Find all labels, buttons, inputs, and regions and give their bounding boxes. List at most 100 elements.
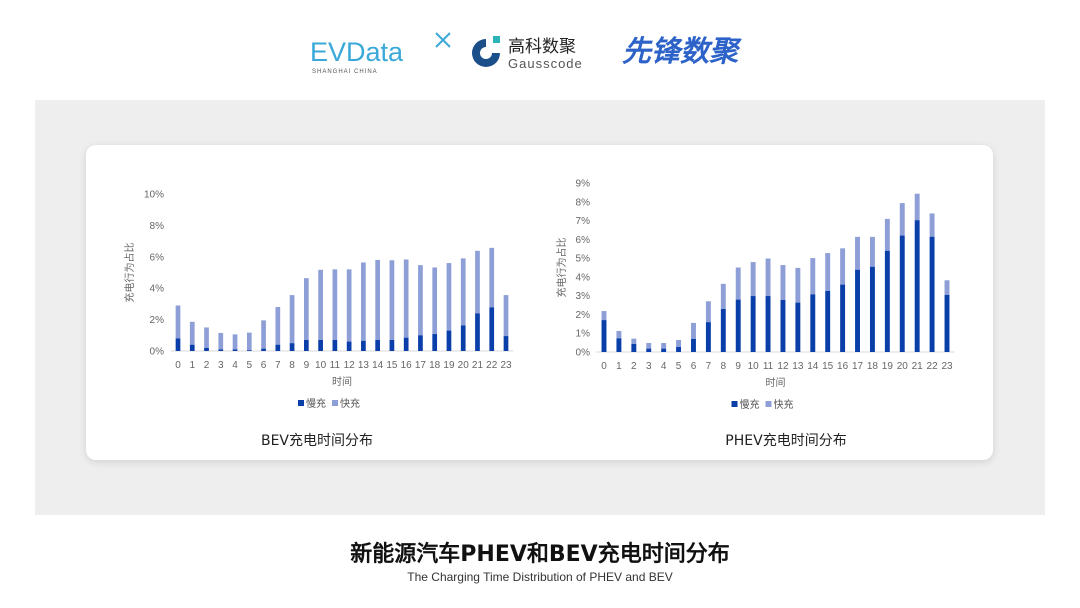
phev-x-tick-label: 8 — [721, 361, 727, 372]
phev-x-tick-label: 15 — [822, 361, 834, 372]
bev-x-tick-label: 15 — [386, 360, 398, 371]
phev-x-tick-label: 13 — [792, 361, 804, 372]
bev-x-tick-label: 19 — [443, 360, 455, 371]
phev-bar-slow — [646, 348, 652, 352]
phev-bar-fast — [855, 236, 860, 270]
phev-bar-fast — [631, 338, 637, 344]
phev-bar-fast — [825, 253, 831, 291]
bev-bar-fast — [303, 278, 309, 341]
phev-bar-slow — [750, 296, 756, 352]
bev-bar-fast — [503, 295, 509, 337]
bev-bar-slow — [232, 349, 238, 351]
bev-bar-fast — [475, 250, 480, 314]
bev-x-tick-label: 4 — [232, 360, 238, 371]
bev-bar-slow — [346, 341, 352, 351]
phev-x-tick-label: 16 — [837, 361, 849, 372]
phev-y-tick-label: 6% — [576, 235, 591, 246]
phev-bar-slow — [899, 235, 905, 352]
bev-bar-slow — [246, 350, 252, 351]
phev-x-tick-label: 18 — [867, 361, 879, 372]
bev-x-tick-label: 20 — [458, 360, 470, 371]
phev-bar-fast — [780, 265, 786, 300]
phev-bar-fast — [616, 330, 622, 339]
bev-x-tick-label: 8 — [289, 360, 295, 371]
phev-bar-slow — [780, 299, 786, 352]
phev-y-tick-label: 5% — [576, 254, 591, 265]
bev-bar-slow — [289, 343, 295, 351]
bev-bar-fast — [189, 321, 195, 345]
phev-y-tick-label: 3% — [576, 291, 591, 302]
phev-x-tick-label: 9 — [735, 361, 741, 372]
bev-bar-fast — [361, 262, 366, 341]
bev-bar-slow — [418, 335, 423, 351]
bev-bar-fast — [432, 267, 438, 335]
phev-x-tick-label: 1 — [616, 361, 622, 372]
phev-x-tick-label: 3 — [646, 361, 652, 372]
bev-bar-slow — [361, 340, 366, 351]
phev-bar-slow — [616, 338, 622, 352]
bev-y-tick-label: 10% — [144, 190, 164, 201]
phev-bar-fast — [810, 258, 816, 295]
phev-bar-fast — [705, 301, 711, 323]
phev-bar-fast — [765, 258, 771, 297]
phev-bar-slow — [631, 343, 637, 352]
bev-x-tick-label: 23 — [500, 360, 512, 371]
phev-bar-fast — [884, 218, 890, 251]
bev-bar-slow — [389, 340, 395, 351]
phev-bar-slow — [929, 236, 935, 352]
bev-x-tick-label: 2 — [204, 360, 210, 371]
bev-legend-swatch-fast — [332, 400, 338, 406]
phev-x-tick-label: 19 — [882, 361, 894, 372]
bev-x-tick-label: 13 — [358, 360, 370, 371]
phev-bar-fast — [646, 342, 652, 349]
svg-text:高科数聚: 高科数聚 — [508, 37, 576, 56]
bev-y-tick-label: 4% — [150, 284, 165, 295]
phev-x-tick-label: 23 — [941, 361, 953, 372]
bev-y-tick-label: 2% — [150, 315, 165, 326]
bev-bar-slow — [204, 347, 209, 351]
bev-bar-slow — [218, 349, 224, 351]
bev-bar-fast — [318, 269, 323, 341]
svg-text:EVData: EVData — [310, 37, 404, 67]
phev-bar-fast — [869, 236, 875, 267]
phev-chart-title: PHEV充电时间分布 — [725, 433, 847, 449]
phev-x-tick-label: 20 — [897, 361, 909, 372]
svg-text:Gausscode: Gausscode — [508, 56, 583, 71]
phev-bar-fast — [914, 193, 920, 221]
bev-chart-title: BEV充电时间分布 — [260, 433, 374, 449]
phev-x-tick-label: 7 — [706, 361, 712, 372]
bev-bar-fast — [232, 334, 238, 350]
bev-bar-slow — [275, 344, 281, 351]
phev-y-tick-label: 2% — [576, 310, 591, 321]
phev-bar-fast — [795, 267, 801, 303]
bev-x-tick-label: 17 — [415, 360, 427, 371]
phev-bar-slow — [825, 290, 831, 352]
page-subtitle: The Charging Time Distribution of PHEV a… — [407, 570, 673, 584]
bev-bar-slow — [261, 348, 266, 351]
bev-bar-fast — [418, 265, 423, 336]
phev-legend-swatch-slow — [731, 401, 738, 407]
phev-y-tick-label: 1% — [576, 329, 591, 340]
bev-x-tick-label: 12 — [344, 360, 356, 371]
bev-bar-slow — [175, 338, 181, 351]
bev-y-tick-label: 6% — [150, 252, 165, 263]
phev-bar-slow — [765, 296, 771, 352]
phev-y-axis-label: 充电行为占比 — [555, 238, 568, 298]
bev-x-tick-label: 22 — [486, 360, 498, 371]
phev-bar-fast — [899, 203, 905, 236]
phev-x-tick-label: 14 — [807, 361, 819, 372]
bev-bar-fast — [375, 259, 381, 341]
bev-bar-slow — [489, 307, 495, 351]
bev-y-axis-label: 充电行为占比 — [123, 243, 136, 303]
bev-x-tick-label: 16 — [401, 360, 413, 371]
phev-x-tick-label: 2 — [631, 361, 637, 372]
gausscode-logo: 高科数聚 Gausscode — [472, 36, 583, 71]
phev-bar-fast — [944, 280, 950, 295]
bev-x-tick-label: 7 — [275, 360, 281, 371]
bev-bar-slow — [446, 330, 452, 351]
bev-x-tick-label: 3 — [218, 360, 224, 371]
evdata-logo: EVData SHANGHAI CHINA — [310, 32, 451, 75]
bev-bar-slow — [332, 340, 338, 351]
phev-bar-slow — [795, 302, 801, 352]
